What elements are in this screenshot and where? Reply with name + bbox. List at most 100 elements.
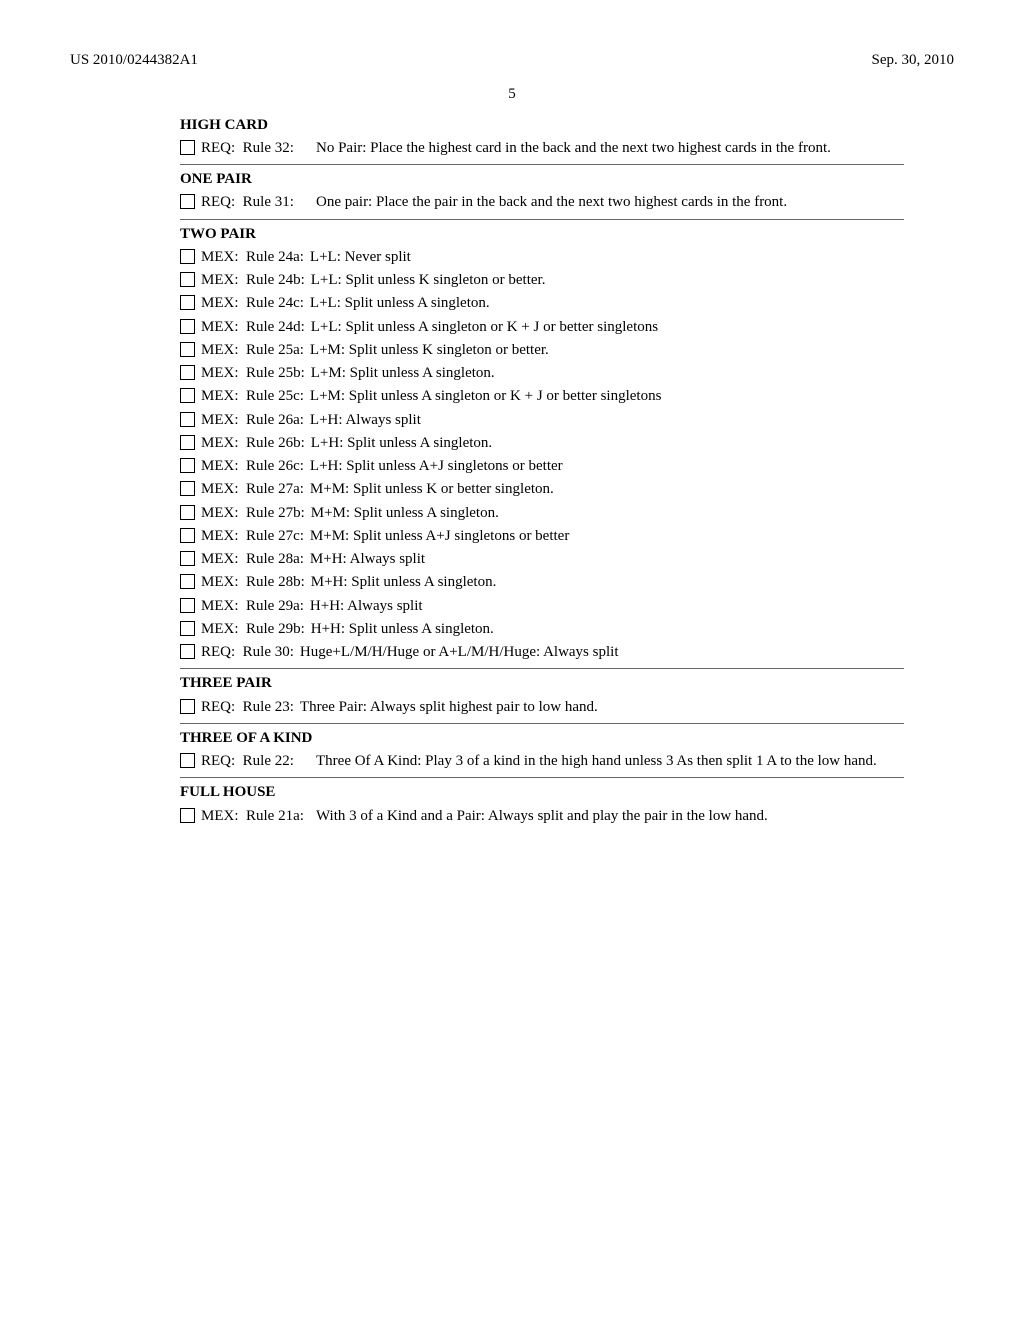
rule-description: L+M: Split unless K singleton or better. [310, 340, 904, 360]
checkbox-icon[interactable] [180, 435, 195, 450]
rule-description: M+H: Always split [310, 549, 904, 569]
header: US 2010/0244382A1 Sep. 30, 2010 [70, 50, 954, 70]
checkbox-icon[interactable] [180, 140, 195, 155]
rule-label: MEX: Rule 24a: [201, 247, 304, 267]
rule-label: REQ: Rule 31: [201, 192, 310, 212]
rule-row: MEX: Rule 28b: M+H: Split unless A single… [180, 572, 904, 592]
rule-row: MEX: Rule 29b:H+H: Split unless A single… [180, 619, 904, 639]
rule-row: REQ: Rule 31: One pair: Place the pair in… [180, 192, 904, 212]
checkbox-icon[interactable] [180, 458, 195, 473]
rule-label: MEX: Rule 29a: [201, 596, 304, 616]
rule-row: REQ: Rule 30: Huge+L/M/H/Huge or A+L/M/H/… [180, 642, 904, 662]
rule-row: REQ: Rule 23: Three Pair: Always split hi… [180, 697, 904, 717]
rule-row: MEX: Rule 24d: L+L: Split unless A single… [180, 317, 904, 337]
rule-description: L+L: Split unless K singleton or better. [311, 270, 904, 290]
rule-description: M+M: Split unless A singleton. [311, 503, 904, 523]
checkbox-icon[interactable] [180, 528, 195, 543]
checkbox-icon[interactable] [180, 295, 195, 310]
rule-description: One pair: Place the pair in the back and… [316, 192, 904, 212]
rule-row: MEX: Rule 29a:H+H: Always split [180, 596, 904, 616]
header-right: Sep. 30, 2010 [872, 50, 955, 70]
rule-description: L+H: Split unless A+J singletons or bett… [310, 456, 904, 476]
rule-description: H+H: Split unless A singleton. [311, 619, 904, 639]
checkbox-icon[interactable] [180, 365, 195, 380]
checkbox-icon[interactable] [180, 598, 195, 613]
checkbox-icon[interactable] [180, 621, 195, 636]
section-block: HIGH CARD REQ: Rule 32: No Pair: Place the… [180, 115, 904, 159]
rule-row: MEX: Rule 27c:M+M: Split unless A+J sing… [180, 526, 904, 546]
rule-label: MEX: Rule 25a: [201, 340, 304, 360]
checkbox-icon[interactable] [180, 342, 195, 357]
section-block: THREE PAIR REQ: Rule 23: Three Pair: Alway… [180, 673, 904, 717]
section-block: THREE OF A KIND REQ: Rule 22: Three Of A K… [180, 728, 904, 772]
rule-label: MEX: Rule 21a: [201, 806, 310, 826]
checkbox-icon[interactable] [180, 551, 195, 566]
rule-description: L+L: Split unless A singleton or K + J o… [311, 317, 904, 337]
checkbox-icon[interactable] [180, 699, 195, 714]
rule-label: REQ: Rule 30: [201, 642, 294, 662]
rule-row: MEX: Rule 26c: L+H: Split unless A+J sing… [180, 456, 904, 476]
rule-label: MEX: Rule 24b: [201, 270, 305, 290]
rule-label: MEX: Rule 27b: [201, 503, 305, 523]
section-separator [180, 777, 904, 778]
section-separator [180, 164, 904, 165]
rule-description: Three Pair: Always split highest pair to… [300, 697, 904, 717]
rule-description: M+H: Split unless A singleton. [311, 572, 904, 592]
content: HIGH CARD REQ: Rule 32: No Pair: Place the… [180, 115, 904, 826]
checkbox-icon[interactable] [180, 388, 195, 403]
section-block: FULL HOUSE MEX: Rule 21a: With 3 of a Kind… [180, 782, 904, 826]
rule-row: MEX: Rule 24b: L+L: Split unless K single… [180, 270, 904, 290]
rule-description: L+L: Never split [310, 247, 904, 267]
checkbox-icon[interactable] [180, 481, 195, 496]
section-title: HIGH CARD [180, 115, 904, 135]
section-title: FULL HOUSE [180, 782, 904, 802]
rule-description: L+L: Split unless A singleton. [310, 293, 904, 313]
checkbox-icon[interactable] [180, 319, 195, 334]
rule-label: MEX: Rule 25c: [201, 386, 304, 406]
rule-description: No Pair: Place the highest card in the b… [316, 138, 904, 158]
rule-description: Huge+L/M/H/Huge or A+L/M/H/Huge: Always … [300, 642, 904, 662]
rule-row: MEX: Rule 25b: L+M: Split unless A single… [180, 363, 904, 383]
section-title: ONE PAIR [180, 169, 904, 189]
rule-label: MEX: Rule 26c: [201, 456, 304, 476]
rule-label: MEX: Rule 27a: [201, 479, 304, 499]
rule-label: MEX: Rule 28b: [201, 572, 305, 592]
page-number: 5 [70, 84, 954, 104]
rule-row: MEX: Rule 28a: M+H: Always split [180, 549, 904, 569]
rule-label: REQ: Rule 22: [201, 751, 310, 771]
rule-description: Three Of A Kind: Play 3 of a kind in the… [316, 751, 904, 771]
rule-row: REQ: Rule 22: Three Of A Kind: Play 3 of … [180, 751, 904, 771]
rule-row: MEX: Rule 26a:L+H: Always split [180, 410, 904, 430]
rule-description: L+H: Always split [310, 410, 904, 430]
rule-label: MEX: Rule 25b: [201, 363, 305, 383]
checkbox-icon[interactable] [180, 194, 195, 209]
rule-label: MEX: Rule 24d: [201, 317, 305, 337]
rule-label: REQ: Rule 32: [201, 138, 310, 158]
rule-description: With 3 of a Kind and a Pair: Always spli… [316, 806, 904, 826]
rule-label: REQ: Rule 23: [201, 697, 294, 717]
rule-description: L+M: Split unless A singleton. [311, 363, 904, 383]
checkbox-icon[interactable] [180, 272, 195, 287]
section-title: THREE PAIR [180, 673, 904, 693]
rule-row: MEX: Rule 21a: With 3 of a Kind and a Pai… [180, 806, 904, 826]
rule-row: MEX: Rule 25c: L+M: Split unless A single… [180, 386, 904, 406]
rule-row: MEX: Rule 27a: M+M: Split unless K or bet… [180, 479, 904, 499]
rule-row: MEX: Rule 24c:L+L: Split unless A single… [180, 293, 904, 313]
rule-row: MEX: Rule 25a: L+M: Split unless K single… [180, 340, 904, 360]
rule-description: L+H: Split unless A singleton. [311, 433, 904, 453]
rule-label: MEX: Rule 28a: [201, 549, 304, 569]
checkbox-icon[interactable] [180, 412, 195, 427]
checkbox-icon[interactable] [180, 505, 195, 520]
checkbox-icon[interactable] [180, 644, 195, 659]
checkbox-icon[interactable] [180, 753, 195, 768]
rule-label: MEX: Rule 27c: [201, 526, 304, 546]
section-title: THREE OF A KIND [180, 728, 904, 748]
rule-description: M+M: Split unless K or better singleton. [310, 479, 904, 499]
rule-label: MEX: Rule 26b: [201, 433, 305, 453]
rule-row: MEX: Rule 24a: L+L: Never split [180, 247, 904, 267]
rule-description: L+M: Split unless A singleton or K + J o… [310, 386, 904, 406]
checkbox-icon[interactable] [180, 249, 195, 264]
checkbox-icon[interactable] [180, 574, 195, 589]
section-block: TWO PAIRMEX: Rule 24a:L+L: Never splitME… [180, 224, 904, 663]
checkbox-icon[interactable] [180, 808, 195, 823]
